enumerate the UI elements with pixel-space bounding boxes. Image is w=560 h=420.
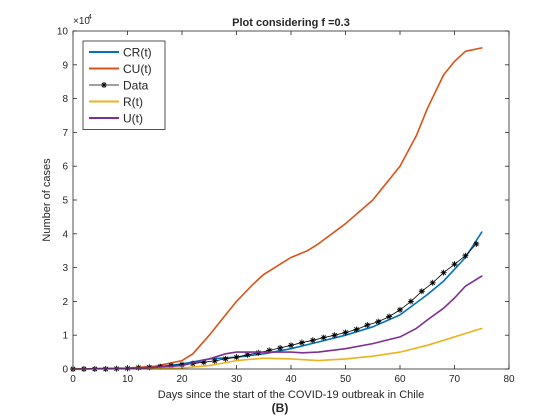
y-tick-label: 0 [62, 365, 68, 376]
chart-title: Plot considering f =0.3 [232, 17, 350, 29]
x-tick-label: 0 [70, 374, 76, 385]
data-point-data [375, 318, 382, 325]
data-point-data [244, 351, 251, 358]
legend-label: U(t) [123, 112, 143, 126]
x-axis-label: Days since the start of the COVID-19 out… [158, 389, 425, 401]
x-tick-label: 60 [394, 374, 406, 385]
axes-layer: 0 10 20 30 40 50 60 70 80 0 1 2 3 4 5 6 7 8 9 10 [57, 27, 515, 386]
data-point-data [200, 359, 207, 366]
y-tick-label: 3 [62, 263, 68, 274]
data-point-data [342, 329, 349, 336]
y-tick-label: 5 [62, 196, 68, 207]
x-tick-label: 80 [503, 374, 515, 385]
y-tick-label: 10 [57, 27, 69, 38]
data-point-data [364, 322, 371, 329]
legend-label: CU(t) [123, 62, 152, 76]
data-point-data [266, 347, 273, 354]
data-point-data [353, 326, 360, 333]
data-point-data [418, 288, 425, 295]
y-tick-label: 2 [62, 297, 68, 308]
y-tick-label: 4 [62, 229, 68, 240]
data-point-data [407, 298, 414, 305]
data-point-data [397, 306, 403, 313]
data-point-data [298, 339, 305, 346]
y-exponent-power: 4 [88, 14, 92, 21]
data-point-data [309, 337, 316, 344]
y-tick-label: 8 [62, 94, 68, 105]
data-point-data [222, 355, 229, 362]
legend-label: R(t) [123, 95, 143, 109]
figure-caption: (B) [272, 401, 289, 415]
series-line-r-t [72, 327, 483, 370]
data-point-data [386, 313, 393, 320]
series-line-cu-t [72, 47, 483, 370]
legend-label: CR(t) [123, 46, 152, 60]
data-point-data [179, 361, 185, 368]
data-point-data [233, 354, 240, 361]
data-point-data [473, 240, 480, 247]
x-tick-label: 30 [231, 374, 243, 385]
y-axis-label: Number of cases [41, 158, 53, 242]
data-point-data [320, 334, 327, 341]
data-point-data [331, 332, 338, 339]
data-point-data [211, 357, 218, 364]
data-point-data [288, 342, 294, 349]
legend-marker [101, 82, 107, 88]
data-point-data [462, 252, 469, 259]
x-tick-label: 70 [449, 374, 461, 385]
series-line-u-t [72, 275, 483, 370]
data-point-data [429, 279, 436, 286]
y-tick-label: 7 [62, 128, 68, 139]
x-tick-label: 10 [122, 374, 134, 385]
legend-label: Data [123, 79, 149, 93]
data-point-data [277, 345, 284, 352]
data-point-data [440, 269, 447, 276]
legend: CR(t) CU(t) Data R(t) U(t) [82, 40, 166, 130]
x-tick-label: 40 [285, 374, 297, 385]
y-exponent-base: ×10 [73, 16, 90, 27]
data-point-data [451, 261, 458, 268]
x-tick-label: 20 [176, 374, 188, 385]
y-tick-label: 9 [62, 60, 68, 71]
y-tick-label: 1 [62, 331, 68, 342]
y-tick-label: 6 [62, 162, 68, 173]
x-tick-label: 50 [340, 374, 352, 385]
